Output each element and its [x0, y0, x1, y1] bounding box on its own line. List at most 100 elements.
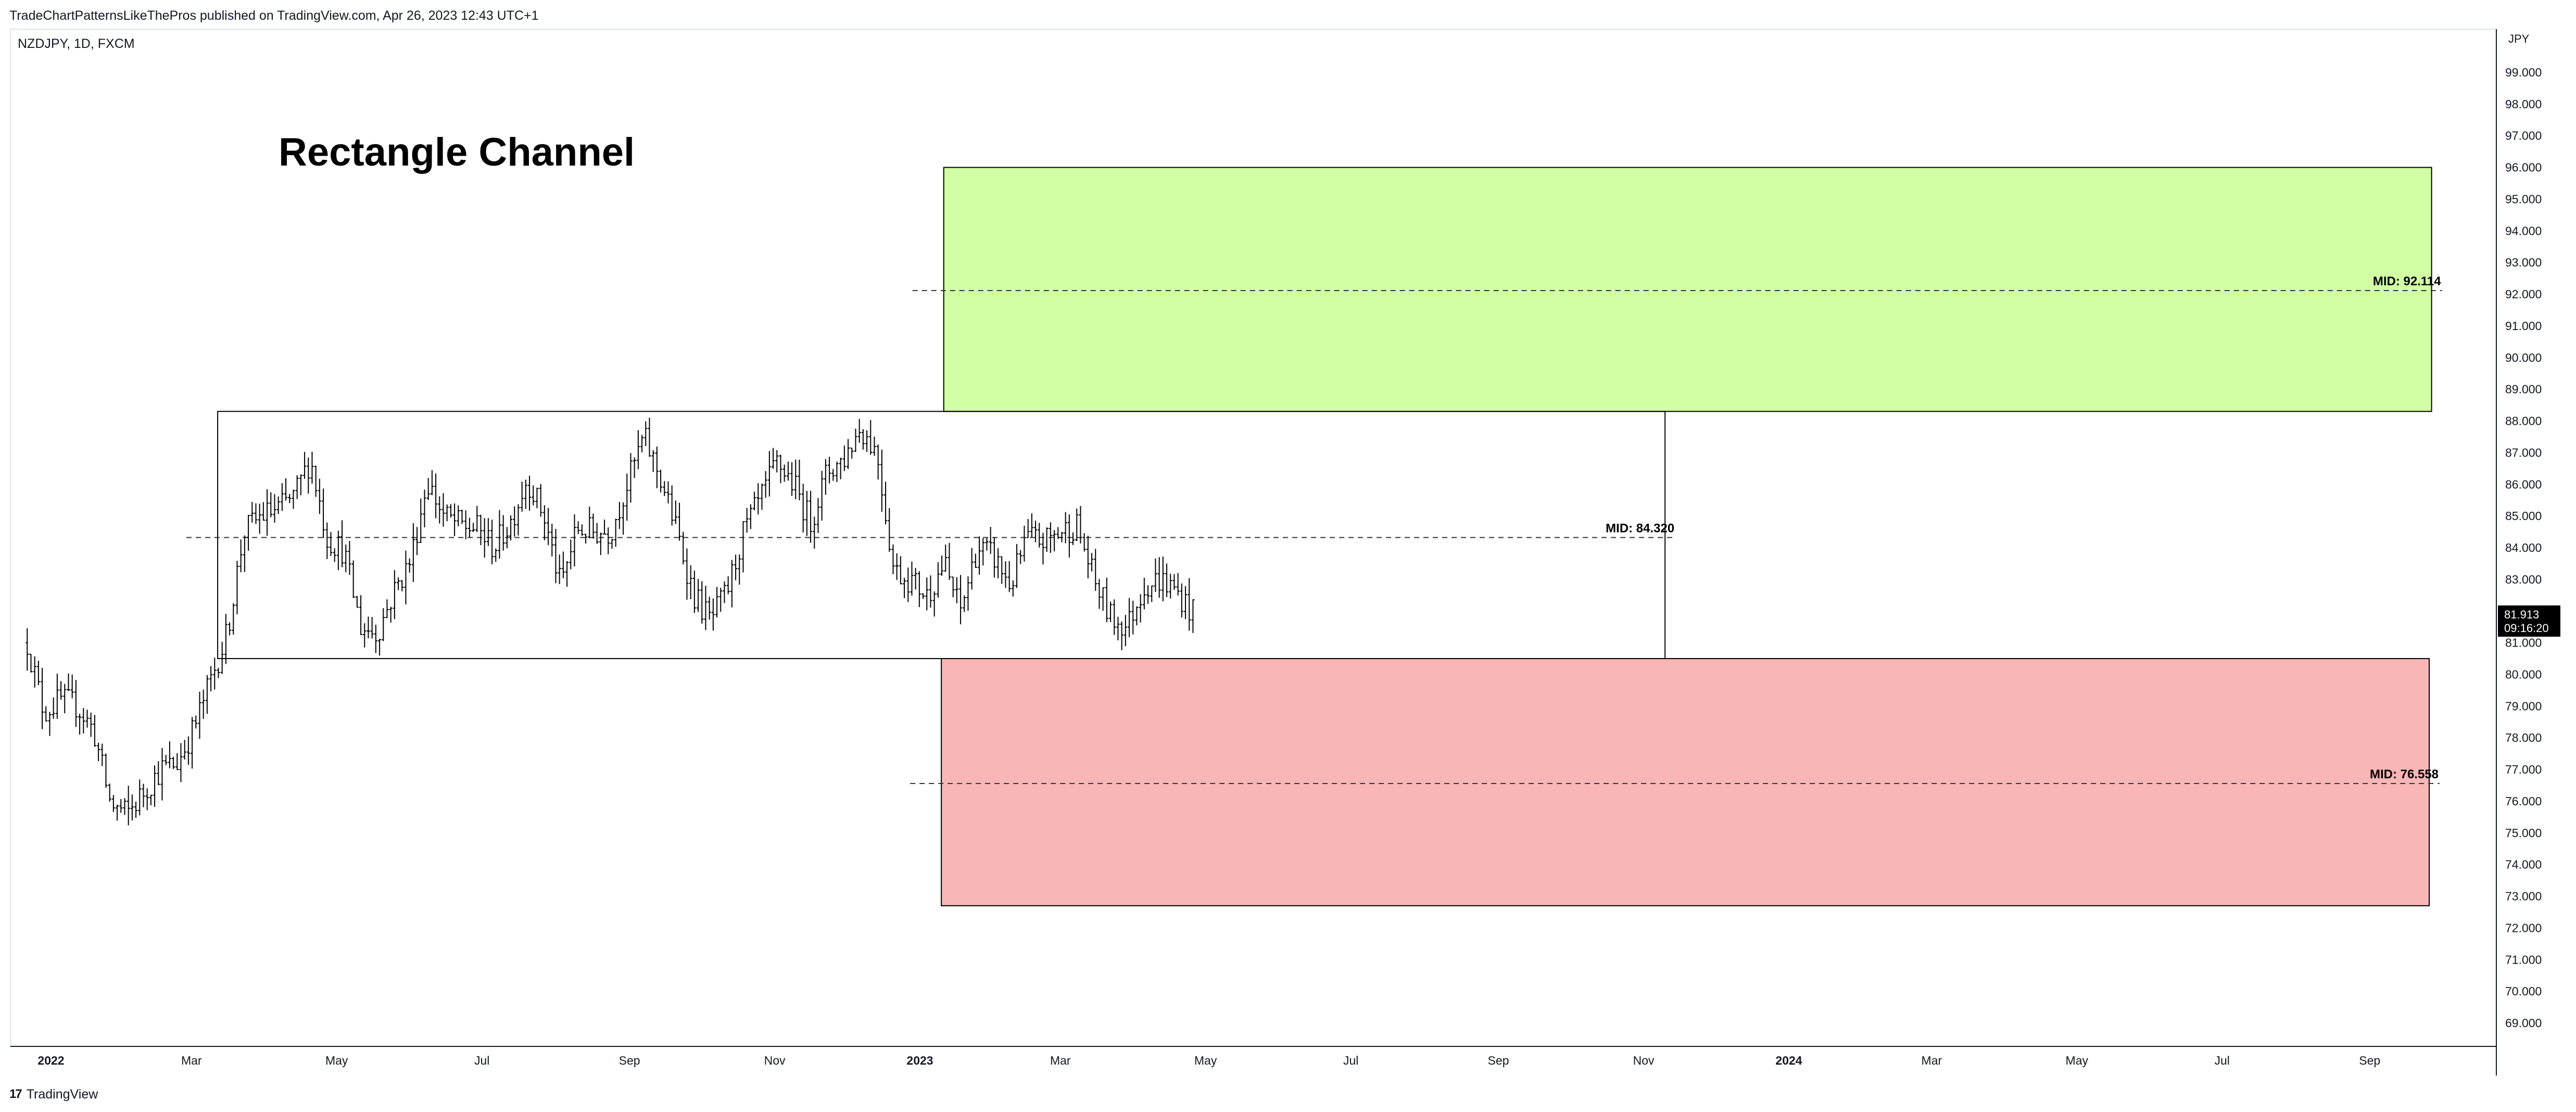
y-tick-label: 89.000 [2505, 383, 2542, 396]
ohlc-bar [692, 570, 696, 613]
ohlc-bar [633, 457, 636, 478]
x-tick-label: 2023 [906, 1054, 933, 1067]
ohlc-bar [85, 710, 89, 728]
y-tick-label: 76.000 [2505, 794, 2542, 808]
ohlc-bar [1180, 583, 1183, 618]
ohlc-bar [134, 801, 138, 818]
ohlc-bar [1007, 561, 1011, 592]
ohlc-bar [974, 553, 977, 568]
ohlc-bar [1086, 535, 1090, 578]
ohlc-bar [666, 481, 670, 503]
ohlc-bar [351, 560, 355, 598]
ohlc-bar [164, 755, 168, 765]
ohlc-bar [663, 481, 666, 496]
tradingview-brand: TradingView [26, 1086, 98, 1102]
ohlc-bar [1064, 512, 1067, 544]
ohlc-bar [708, 597, 711, 620]
ohlc-bar [183, 740, 186, 760]
ohlc-bar [299, 474, 302, 496]
ohlc-bar [1131, 600, 1135, 635]
ohlc-bar [779, 454, 782, 483]
ohlc-bar [1113, 599, 1116, 635]
ohlc-bar [1165, 563, 1169, 597]
ohlc-bar [78, 714, 82, 735]
ohlc-bar [303, 452, 307, 479]
ohlc-bar [168, 741, 171, 768]
chart-title: Rectangle Channel [279, 130, 635, 174]
ohlc-bar [730, 560, 734, 608]
ohlc-bar [1053, 530, 1056, 551]
ohlc-bar [1161, 556, 1165, 601]
ohlc-bar [936, 562, 940, 598]
ohlc-bar [1188, 578, 1191, 631]
ohlc-bar [438, 496, 441, 524]
x-tick-label: Nov [764, 1054, 786, 1067]
ohlc-bar [1082, 533, 1086, 552]
ohlc-bar [655, 446, 659, 488]
ohlc-bar [235, 561, 239, 615]
ohlc-bar [468, 517, 471, 537]
ohlc-bar [1128, 598, 1131, 637]
ohlc-bar [423, 489, 426, 528]
ohlc-bar [820, 471, 824, 521]
ohlc-bar [839, 458, 842, 479]
ohlc-bar [711, 598, 715, 631]
ohlc-bar [153, 765, 157, 807]
currency-label: JPY [2508, 32, 2530, 45]
ohlc-bar [314, 465, 318, 497]
y-tick-label: 69.000 [2505, 1016, 2542, 1030]
ohlc-bar [767, 451, 771, 497]
y-tick-label: 85.000 [2505, 509, 2542, 523]
ohlc-bar [254, 503, 258, 524]
y-tick-label: 74.000 [2505, 858, 2542, 871]
ohlc-bar [1071, 532, 1075, 546]
zone-channel[interactable] [217, 411, 1666, 660]
ohlc-bar [441, 493, 445, 527]
ohlc-bar [498, 510, 501, 559]
ohlc-bar [595, 523, 599, 544]
ohlc-bar [318, 478, 321, 514]
ohlc-bar [415, 527, 419, 555]
ohlc-bar [490, 520, 494, 565]
ohlc-bar [524, 479, 527, 509]
ohlc-bar [1094, 549, 1097, 591]
ohlc-bar [985, 538, 989, 551]
price-chart[interactable]: MID: 92.114 MID: 84.320 MID: 76.558 99.000… [0, 0, 2576, 1083]
ohlc-bar [33, 656, 36, 688]
ohlc-bar [719, 588, 723, 612]
ohlc-bar [411, 523, 415, 582]
ohlc-bar [955, 577, 958, 603]
y-tick-label: 95.000 [2505, 192, 2542, 206]
ohlc-bar [276, 496, 280, 514]
ohlc-bar [1101, 587, 1105, 611]
ohlc-bar [794, 459, 798, 500]
ohlc-bar [591, 513, 595, 539]
ohlc-bar [978, 536, 981, 575]
ohlc-bar [194, 715, 198, 729]
ohlc-bar [307, 457, 310, 494]
ohlc-bar [992, 537, 996, 578]
ohlc-bar [239, 539, 243, 573]
ohlc-bar [449, 504, 452, 518]
ohlc-bar [1172, 574, 1176, 590]
ohlc-bar [104, 753, 108, 788]
ohlc-bar [501, 515, 505, 551]
ohlc-bar [1022, 525, 1026, 562]
ohlc-bar [74, 680, 78, 727]
ohlc-bar [756, 483, 760, 515]
ohlc-bar [340, 520, 344, 567]
ohlc-bar [532, 485, 535, 506]
ohlc-bar [824, 459, 827, 495]
ohlc-bar [857, 419, 861, 443]
zone-target-up[interactable] [943, 167, 2432, 412]
ohlc-bar [1142, 577, 1146, 610]
ohlc-bar [460, 510, 464, 524]
ohlc-bar [1038, 523, 1041, 548]
zone-target-down[interactable] [941, 658, 2430, 906]
ohlc-bar [895, 553, 899, 580]
ohlc-bar [1169, 574, 1172, 599]
ohlc-bar [397, 577, 400, 590]
y-tick-label: 91.000 [2505, 319, 2542, 333]
ohlc-bar [149, 794, 153, 805]
ohlc-bar [419, 498, 423, 543]
